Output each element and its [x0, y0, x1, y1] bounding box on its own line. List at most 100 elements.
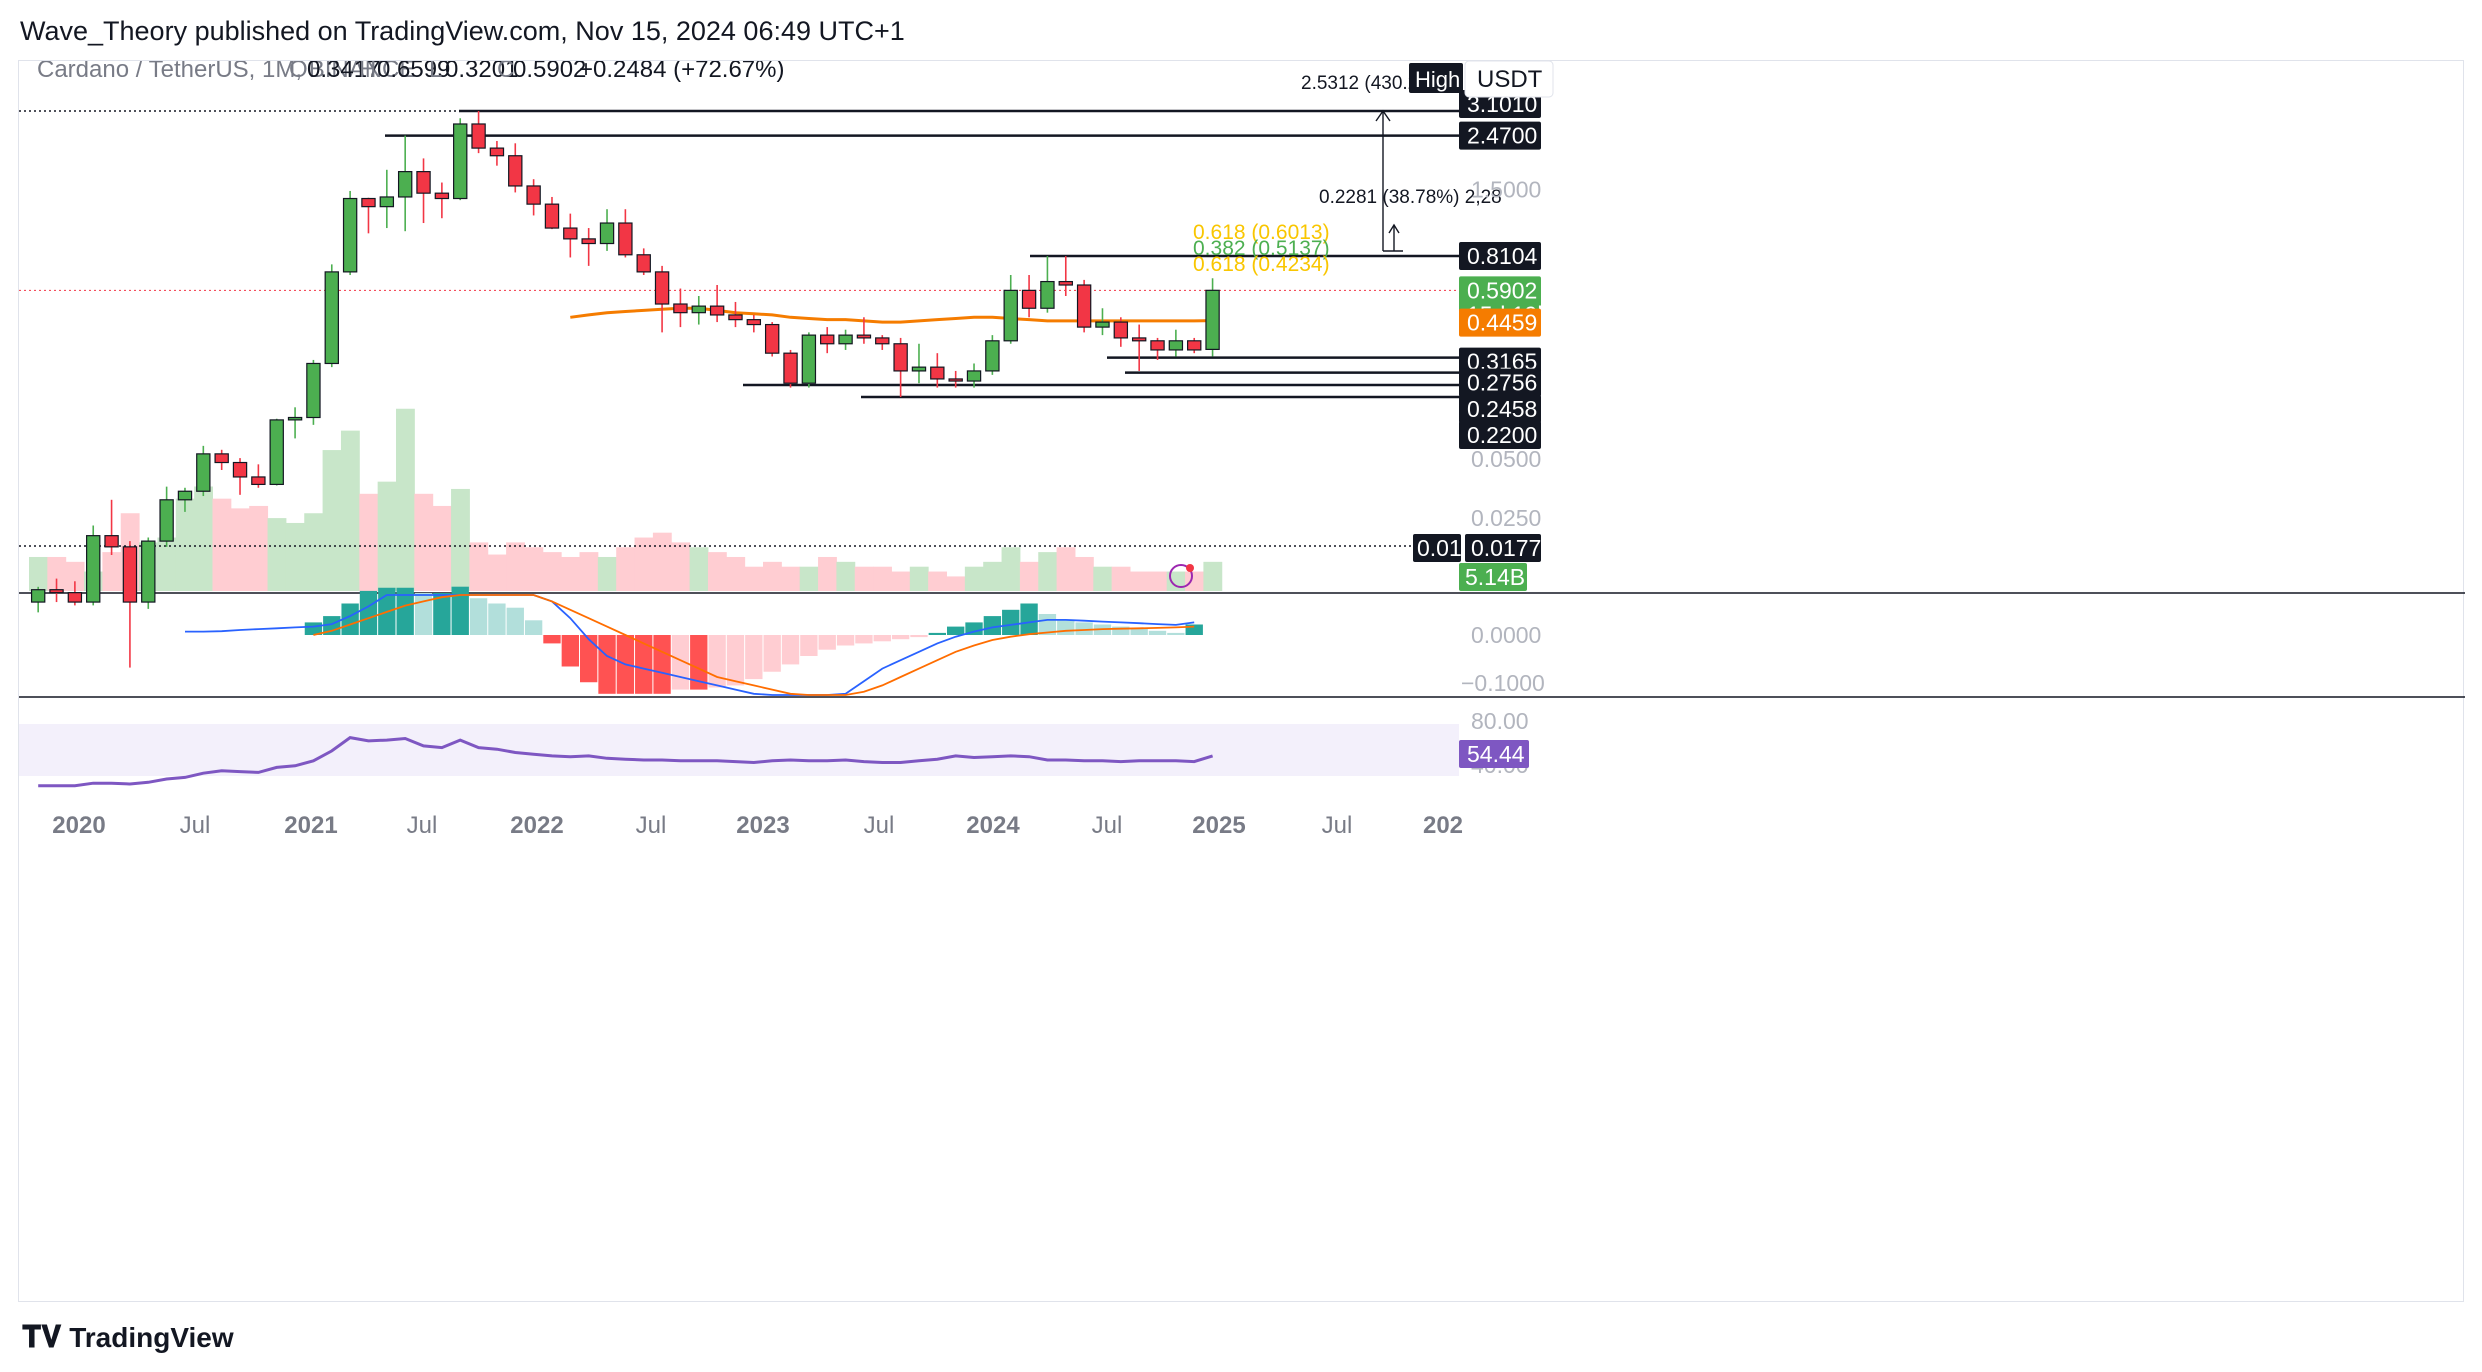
macd-hist-bar: [983, 616, 1002, 635]
tradingview-logo[interactable]: 𝐓𝐕 TradingView: [22, 1318, 234, 1358]
candle-body: [434, 192, 450, 200]
level-tag-2-4700: 2.4700: [1467, 123, 1537, 149]
volume-bar: [1093, 566, 1113, 591]
candle-body: [86, 535, 101, 603]
volume-bar: [157, 537, 177, 591]
volume-bar: [781, 566, 801, 591]
macd-hist-bar: [396, 587, 414, 635]
volume-bar: [175, 498, 195, 591]
macd-hist-bar: [855, 635, 873, 644]
rsi-pane: [19, 724, 1459, 788]
volume-bar: [487, 554, 507, 591]
candle-body: [728, 314, 743, 321]
fib-label-0618-low: 0.618 (0.4234): [1193, 253, 1330, 276]
candle-body: [489, 147, 505, 157]
macd-line: [185, 594, 1195, 696]
low-value-tag: 0.0177: [1471, 535, 1541, 561]
axis-tick-1-5: 1.5000: [1471, 177, 1541, 203]
symbol-legend: Cardano / TetherUS, 1M, BINANCE O 0.3417H…: [37, 61, 785, 83]
time-tick: 2023: [736, 812, 789, 839]
macd-hist-bar: [1020, 603, 1038, 635]
candle-body: [177, 490, 193, 501]
volume-bar: [377, 481, 397, 591]
volume-bar: [1001, 547, 1021, 591]
level-tag-0-2458: 0.2458: [1467, 396, 1537, 422]
candle-body: [67, 592, 83, 603]
candle-body: [1003, 289, 1018, 342]
macd-hist-bar: [928, 632, 946, 635]
volume-bar: [707, 552, 727, 591]
rsi-axis-tick-80: 80.00: [1471, 708, 1529, 734]
macd-hist-bar: [708, 635, 726, 688]
chart-frame[interactable]: 2.5312 (430.24%) 0.2281 (38.78%) 2,28 0.61…: [18, 60, 2465, 1303]
high-button: High: [1415, 67, 1460, 92]
volume-bar: [524, 547, 544, 591]
candle-body: [361, 197, 376, 208]
macd-hist-bar: [910, 635, 928, 638]
candle-body: [599, 222, 615, 245]
fib-label-0618-high: 0.618 (0.6013): [1193, 221, 1330, 244]
level-tag-0-2458-bg: [1459, 395, 1541, 424]
volume-axis-tick-0-05: 0.0500: [1471, 446, 1541, 472]
ema-line: [570, 306, 1213, 324]
candle-body: [342, 197, 358, 273]
candle-body: [654, 271, 670, 305]
volume-bar: [47, 556, 67, 591]
level-tag-0-2200: 0.2200: [1467, 422, 1537, 448]
legend-field: +0.2484 (+72.67%): [579, 61, 785, 83]
volume-tag: 5.14B: [1465, 564, 1525, 590]
volume-bar: [359, 493, 379, 591]
time-tick: 2021: [284, 812, 337, 839]
currency-button-bg: [1464, 61, 1554, 98]
macd-hist-bar: [414, 593, 433, 635]
volume-bar: [65, 561, 85, 591]
time-axis[interactable]: 2020 Jul 2021 Jul 2022 Jul 2023 Jul 2024 Jul 2025 J…: [52, 812, 1463, 839]
candle-body: [269, 419, 284, 486]
candle-body: [709, 305, 725, 316]
volume-bar: [29, 556, 48, 591]
level-tag-0-8104-bg: [1459, 242, 1541, 271]
volume-bar: [763, 561, 782, 591]
volume-bar: [983, 561, 1003, 591]
ema-tag: 0.4459: [1467, 310, 1537, 336]
macd-hist-bar: [1130, 628, 1148, 635]
macd-hist-bar: [781, 635, 800, 665]
rsi-line: [38, 736, 1214, 788]
candle-body: [1058, 280, 1073, 286]
measure-arrow-short-head: [1388, 223, 1400, 234]
ema-line-group: [570, 306, 1213, 324]
volume-bar: [469, 542, 489, 591]
symbol-name-text: Cardano / TetherUS, 1M, BINANCE: [37, 61, 415, 83]
macd-hist-bar: [488, 603, 506, 635]
current-price-tag: 0.5902: [1467, 277, 1537, 303]
volume-bar: [542, 552, 562, 591]
legend-field: O: [289, 61, 308, 83]
volume-bar: [1111, 566, 1131, 591]
volume-bar: [1019, 561, 1039, 591]
tradingview-brand: TradingView: [69, 1322, 234, 1353]
time-tick: Jul: [1322, 812, 1353, 839]
candle-body: [673, 303, 688, 314]
level-tag-0-2756: 0.2756: [1467, 370, 1537, 396]
volume-bar: [561, 556, 580, 591]
volume-pane: [19, 110, 2465, 594]
candle-body: [1095, 321, 1110, 328]
volume-bar: [1056, 547, 1076, 591]
macd-hist-bar: [965, 622, 983, 635]
macd-hist-bar: [543, 635, 561, 644]
candle-body: [764, 323, 780, 354]
macd-signal-line: [313, 594, 1195, 696]
publisher-text: Wave_Theory published on TradingView.com…: [20, 16, 905, 46]
time-tick: 2022: [510, 812, 563, 839]
candle-body: [746, 319, 762, 326]
candle-body: [379, 196, 395, 208]
candle-body: [159, 499, 174, 542]
time-tick: Jul: [407, 812, 438, 839]
chart-canvas[interactable]: 2.5312 (430.24%)0.2281 (38.78%) 2,280.61…: [19, 61, 2465, 1303]
macd-hist-bar: [1112, 626, 1130, 635]
rsi-value-tag-bg: [1459, 740, 1529, 768]
candle-body: [1168, 340, 1184, 351]
macd-hist-bar: [580, 635, 598, 683]
macd-hist-bar: [1075, 622, 1093, 635]
